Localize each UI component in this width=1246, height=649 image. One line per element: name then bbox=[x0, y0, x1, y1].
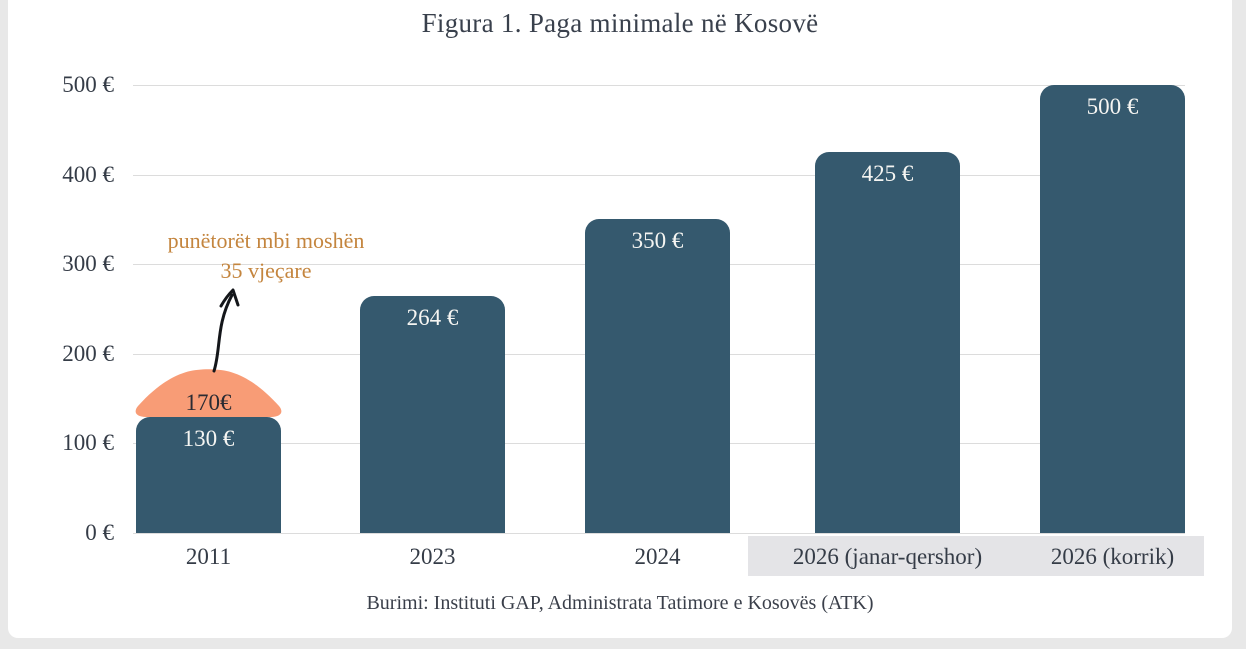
x-tick-label: 2011 bbox=[185, 544, 232, 569]
bar-value-label: 425 € bbox=[861, 161, 914, 187]
y-tick-label: 300 € bbox=[62, 251, 114, 277]
bar-value-label: 264 € bbox=[406, 305, 459, 331]
x-tick-label: 2026 (korrik) bbox=[1050, 544, 1175, 569]
x-tick-label: 2026 (janar-qershor) bbox=[792, 544, 983, 569]
bar-2026 (korrik) bbox=[1040, 85, 1185, 533]
annotation-note: punëtorët mbi moshën 35 vjeçare bbox=[126, 226, 406, 286]
overlay-cap-value-label: 170€ bbox=[185, 390, 232, 415]
gridline bbox=[133, 533, 1185, 534]
annotation-arrow-icon bbox=[212, 288, 240, 373]
y-tick-label: 0 € bbox=[85, 520, 114, 545]
x-axis-highlight-band bbox=[748, 536, 1204, 576]
bar-value-label: 500 € bbox=[1086, 94, 1139, 119]
bar-2026 (janar-qershor) bbox=[815, 152, 960, 533]
chart-card: Figura 1. Paga minimale në Kosovë 0 € 100… bbox=[8, 0, 1232, 638]
y-tick-label: 400 € bbox=[62, 161, 114, 187]
bar-2023 bbox=[360, 296, 505, 533]
bar-2024 bbox=[585, 219, 730, 533]
y-tick-label: 200 € bbox=[62, 340, 114, 366]
y-tick-label: 500 € bbox=[62, 72, 114, 97]
bar-value-label: 130 € bbox=[182, 425, 235, 451]
annotation-note-line2: 35 vjeçare bbox=[220, 258, 312, 283]
figure-title: Figura 1. Paga minimale në Kosovë bbox=[421, 8, 819, 38]
gridline bbox=[133, 85, 1185, 86]
bar-2011 bbox=[136, 416, 281, 533]
overlay-cap-shape bbox=[135, 369, 282, 417]
annotation-note-line1: punëtorët mbi moshën bbox=[167, 228, 365, 253]
source-line: Burimi: Instituti GAP, Administrata Tati… bbox=[366, 592, 874, 614]
x-tick-label: 2023 bbox=[409, 544, 456, 569]
plot-area: 0 € 100 € 200 € 300 € 400 € 500 € 130 € 2011 264… bbox=[8, 0, 1232, 638]
gridline bbox=[133, 174, 1185, 176]
bar-value-label: 350 € bbox=[631, 228, 684, 254]
y-tick-label: 100 € bbox=[62, 430, 114, 456]
x-tick-label: 2024 bbox=[634, 544, 681, 569]
